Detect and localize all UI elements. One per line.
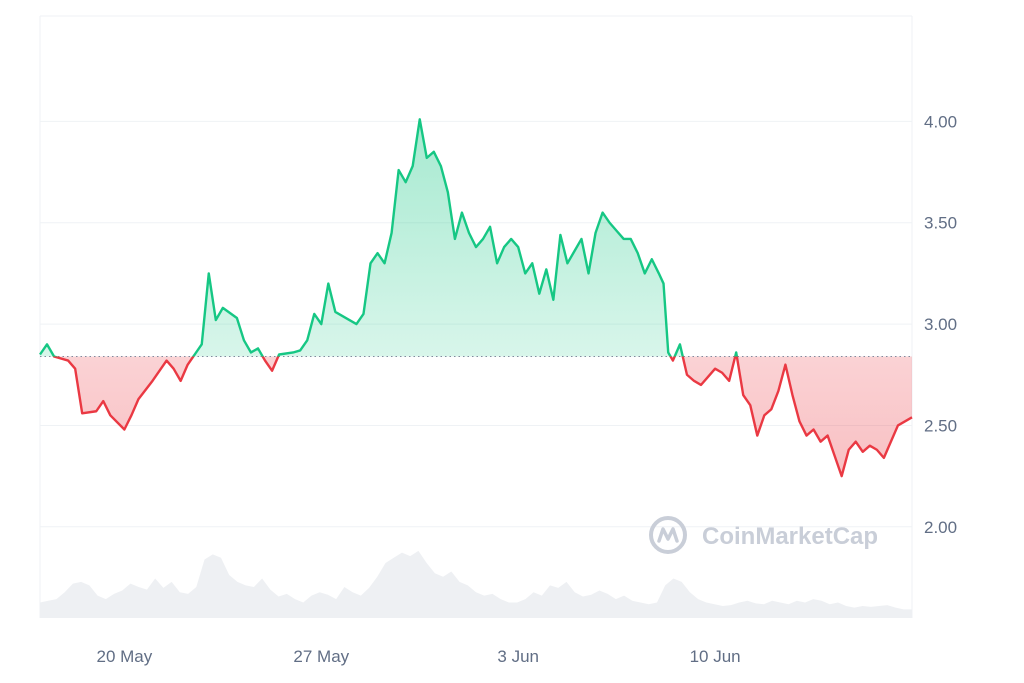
volume-area — [40, 550, 912, 618]
logo-mark — [657, 527, 679, 543]
price-line-down — [52, 356, 913, 478]
area-fill-above-baseline — [40, 119, 912, 357]
x-tick-label: 10 Jun — [690, 647, 741, 666]
watermark-text: CoinMarketCap — [702, 523, 878, 550]
y-tick-label: 3.00 — [924, 315, 957, 334]
y-axis-labels: 2.00 2.50 3.00 3.50 4.00 — [924, 112, 957, 536]
logo-ring — [649, 516, 687, 554]
coinmarketcap-logo-icon — [649, 516, 687, 554]
area-fill-below-baseline — [54, 356, 912, 477]
x-tick-label: 3 Jun — [497, 647, 539, 666]
plot-area — [39, 15, 913, 618]
y-tick-label: 4.00 — [924, 112, 957, 131]
price-fill — [40, 119, 912, 477]
watermark: CoinMarketCap — [649, 516, 878, 554]
price-line — [39, 118, 913, 478]
volume-area-path — [40, 550, 912, 618]
price-line-up — [39, 118, 739, 357]
y-tick-label: 2.00 — [924, 518, 957, 537]
x-axis-labels: 20 May 27 May 3 Jun 10 Jun — [97, 647, 741, 666]
x-tick-label: 27 May — [293, 647, 349, 666]
x-tick-label: 20 May — [97, 647, 153, 666]
y-tick-label: 3.50 — [924, 214, 957, 233]
y-tick-label: 2.50 — [924, 416, 957, 435]
